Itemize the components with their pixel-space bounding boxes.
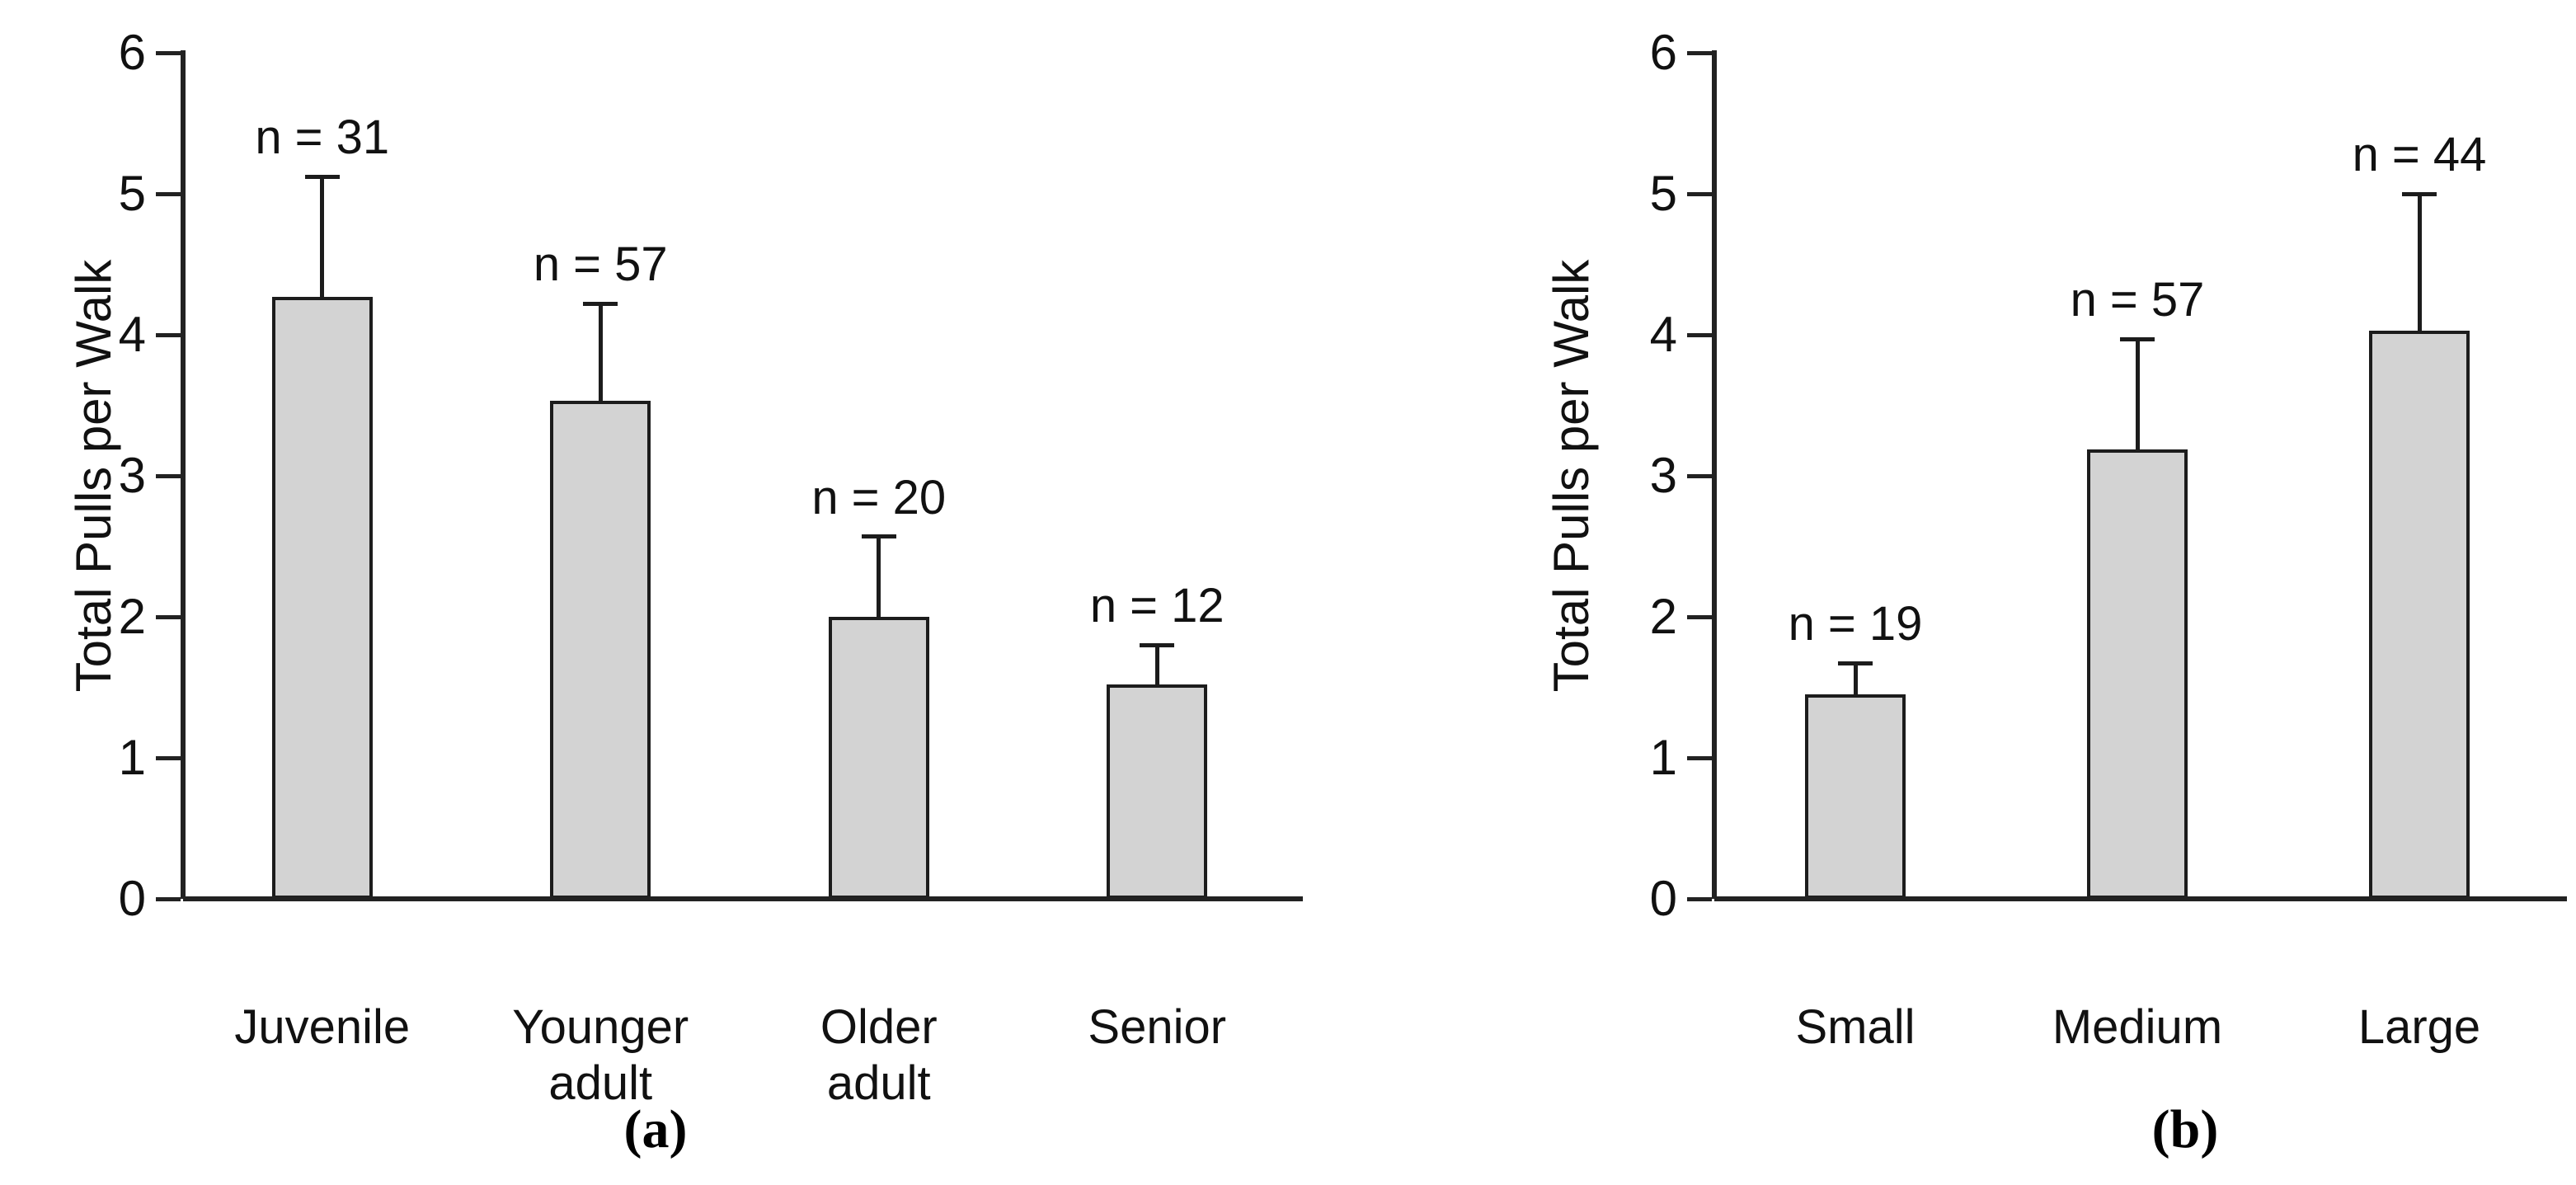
y-tick-label: 1 (118, 730, 146, 785)
n-count-label: n = 31 (255, 111, 390, 165)
y-tick (1687, 473, 1712, 478)
panel-tag-a: (a) (623, 1099, 688, 1159)
error-bar (320, 176, 325, 297)
y-tick-label: 6 (1649, 25, 1677, 80)
error-bar-cap (1140, 642, 1175, 647)
y-tick-label: 3 (118, 448, 146, 503)
error-bar (598, 303, 603, 402)
error-bar (1853, 663, 1858, 695)
y-tick-label: 2 (1649, 589, 1677, 644)
error-bar-cap (861, 534, 896, 539)
bar-juvenile (271, 296, 373, 899)
n-count-label: n = 19 (1788, 597, 1923, 651)
y-tick (156, 332, 181, 337)
y-tick-label: 5 (1649, 166, 1677, 221)
y-tick-label: 1 (1649, 730, 1677, 785)
y-tick (156, 191, 181, 196)
y-tick-label: 0 (118, 871, 146, 926)
y-tick (156, 614, 181, 619)
category-label: Older adult (820, 1000, 938, 1110)
category-label: Senior (1088, 1000, 1227, 1054)
n-count-label: n = 57 (2070, 273, 2205, 327)
y-tick-label: 0 (1649, 871, 1677, 926)
panel-tag-b: (b) (2151, 1099, 2219, 1159)
error-bar-cap (2120, 336, 2155, 341)
x-axis-line (183, 896, 1303, 901)
error-bar (2417, 194, 2422, 331)
y-tick (156, 50, 181, 55)
category-label: Medium (2052, 1000, 2223, 1054)
y-tick (1687, 896, 1712, 901)
y-tick (1687, 332, 1712, 337)
bar-large (2369, 330, 2470, 899)
y-tick-label: 4 (1649, 307, 1677, 362)
n-count-label: n = 12 (1089, 579, 1225, 633)
bar-older-adult (828, 617, 929, 899)
y-axis-line (1712, 50, 1717, 899)
y-tick (1687, 755, 1712, 760)
error-bar (877, 536, 881, 617)
category-label: Juvenile (234, 1000, 411, 1054)
n-count-label: n = 57 (533, 237, 668, 292)
error-bar-cap (1838, 661, 1873, 665)
error-bar-cap (583, 301, 618, 306)
error-bar-cap (2402, 191, 2437, 196)
y-tick (156, 755, 181, 760)
y-tick-label: 6 (118, 25, 146, 80)
category-label: Younger adult (512, 1000, 689, 1110)
bar-senior (1107, 684, 1208, 899)
y-tick (156, 473, 181, 478)
y-tick-label: 5 (118, 166, 146, 221)
n-count-label: n = 20 (811, 470, 947, 524)
x-axis-line (1714, 896, 2567, 901)
error-bar (1154, 645, 1159, 685)
y-tick (156, 896, 181, 901)
y-tick (1687, 50, 1712, 55)
bar-younger-adult (550, 401, 651, 899)
y-tick-label: 3 (1649, 448, 1677, 503)
bar-medium (2087, 449, 2188, 899)
y-axis-line (181, 50, 186, 899)
y-tick-label: 2 (118, 589, 146, 644)
error-bar (2135, 339, 2140, 449)
y-tick (1687, 191, 1712, 196)
category-label: Small (1795, 1000, 1916, 1054)
error-bar-cap (304, 174, 340, 179)
y-tick (1687, 614, 1712, 619)
y-tick-label: 4 (118, 307, 146, 362)
category-label: Large (2357, 1000, 2481, 1054)
bar-small (1805, 694, 1906, 899)
n-count-label: n = 44 (2352, 128, 2487, 181)
